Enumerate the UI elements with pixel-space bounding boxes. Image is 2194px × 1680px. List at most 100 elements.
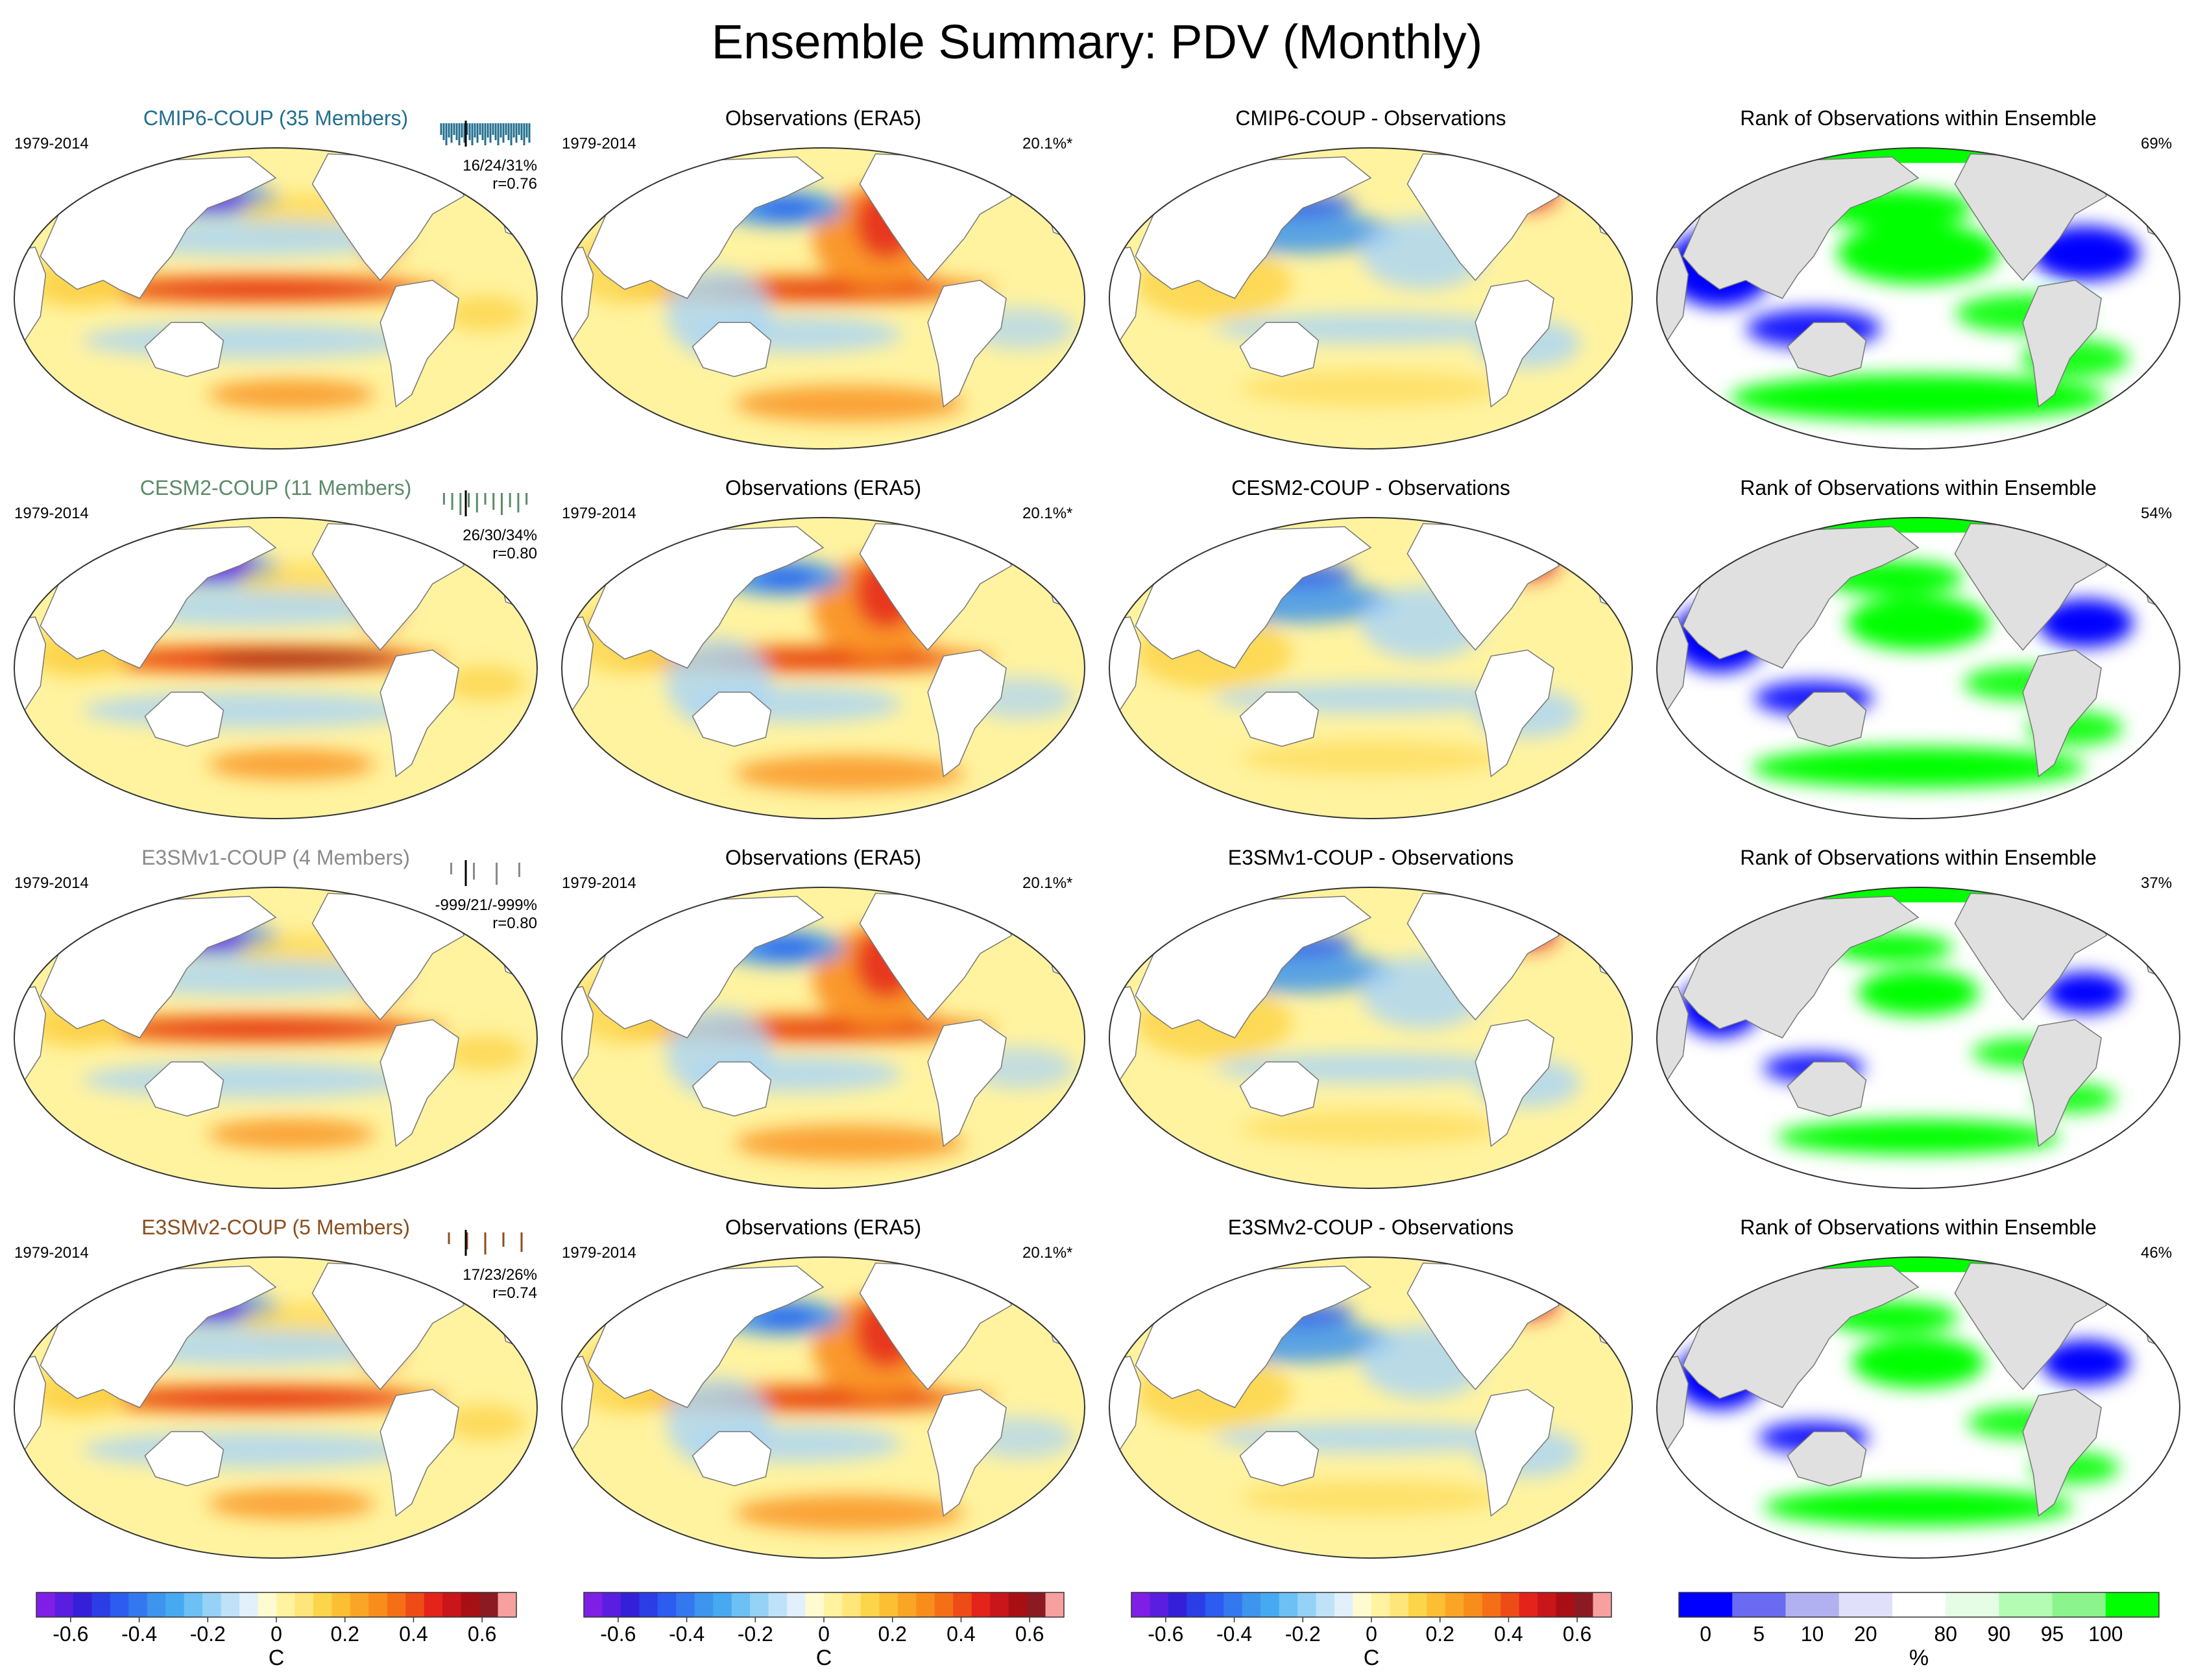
colorbar-swatch [1519,1592,1538,1617]
continent-australia [1787,322,1867,378]
field-blob [208,1119,376,1149]
continent-europe [1047,928,1085,979]
field-blob [119,278,412,300]
colorbar-swatch [202,1592,222,1617]
anomaly-colorbar-label: 0.4 [946,1622,976,1646]
colorbar-swatch [36,1592,55,1617]
continent-samerica [2022,1019,2102,1147]
field-blob [755,568,818,587]
continent-europe [2142,1298,2180,1349]
continent-samerica [2022,280,2102,408]
colorbar-swatch [1371,1592,1390,1617]
member-ticks-1 [440,121,531,147]
land-masses [1657,893,2180,1147]
continent-samerica [2022,649,2102,778]
colorbar-swatch [639,1592,658,1617]
map-border [14,1256,538,1559]
field-blob [1240,740,1502,777]
colorbar-swatch [897,1592,917,1617]
map-border [1656,887,2180,1189]
anomaly-colorbar-unit: C [815,1646,832,1670]
colorbar-swatch [1892,1592,1946,1617]
continent-samerica [1475,280,1554,408]
colorbar-swatch [805,1592,825,1617]
anomaly-colorbar-unit: C [1363,1646,1380,1670]
obs-period-3: 1979-2014 [562,874,636,892]
obs-title-3: Observations (ERA5) [725,846,922,869]
colorbar-swatch [1279,1592,1298,1617]
continent-europe [1047,1298,1085,1349]
diff-title-2: CESM2-COUP - Observations [1231,476,1510,499]
model-stats-3: -999/21/-999% [435,896,537,914]
colorbar-swatch [1999,1592,2053,1617]
continent-europe [2142,189,2180,239]
colorbar-swatch [54,1592,74,1617]
anomaly-colorbar-label: -0.6 [53,1622,89,1646]
continent-samerica [927,1019,1007,1147]
obs-map-2 [561,517,1085,819]
rank-pct-4: 46% [2141,1244,2173,1262]
colorbar-swatch [147,1592,166,1617]
field-blob [734,1494,965,1531]
continent-europe [1047,189,1085,239]
field-blob [208,749,376,780]
figure-title: Ensemble Summary: PDV (Monthly) [711,15,1483,69]
anomaly-colorbar-1 [36,1592,517,1622]
rank-colorbar-label: 0 [1700,1622,1712,1646]
rank-title-3: Rank of Observations within Ensemble [1740,846,2097,869]
continent-samerica [380,280,459,408]
field-blob [755,198,818,217]
diff-title-4: E3SMv2-COUP - Observations [1227,1216,1514,1239]
land-masses [1109,1262,1632,1517]
continent-australia [1239,1061,1320,1117]
model-period-1: 1979-2014 [14,135,89,152]
colorbar-swatch [239,1592,259,1617]
obs-pct-1: 20.1%* [1022,135,1073,152]
colorbar-swatch [479,1592,499,1617]
field-blob [734,1125,965,1162]
colorbar-swatch [1353,1592,1372,1617]
colorbar-swatch [860,1592,880,1617]
continent-europe [1595,1298,1632,1349]
field-blob [755,938,818,957]
colorbar-swatch [295,1592,314,1617]
map-border [14,887,538,1189]
anomaly-colorbar-label: -0.4 [1216,1622,1253,1646]
colorbar-swatch [1679,1592,1733,1617]
anomaly-colorbar-unit: C [268,1646,285,1670]
model-title-1: CMIP6-COUP (35 Members) [143,106,409,130]
obs-title-2: Observations (ERA5) [725,476,922,499]
continent-samerica [380,1019,459,1147]
land-masses [14,153,537,408]
continent-australia [692,691,772,747]
colorbar-swatch [424,1592,443,1617]
colorbar-swatch [620,1592,640,1617]
colorbar-swatch [165,1592,185,1617]
colorbar-swatch [1187,1592,1206,1617]
colorbar-swatch [971,1592,991,1617]
colorbar-swatch [787,1592,806,1617]
continent-australia [1239,691,1320,747]
colorbar-swatch [2052,1592,2106,1617]
continent-samerica [927,280,1007,408]
colorbar-swatch [584,1592,603,1617]
rank-pct-2: 54% [2141,505,2173,522]
anomaly-colorbar-label: 0 [1366,1622,1377,1646]
anomaly-colorbar-label: 0 [271,1622,282,1646]
continent-australia [1787,691,1867,747]
map-border [561,147,1085,450]
model-corr-2: r=0.80 [492,545,537,562]
anomaly-colorbar-label: 0.6 [1562,1622,1592,1646]
model-title-3: E3SMv1-COUP (4 Members) [141,846,410,869]
rank-map-3 [1656,887,2180,1189]
colorbar-swatch [91,1592,111,1617]
colorbar-swatch [934,1592,954,1617]
field-blob [208,1489,376,1519]
rank-title-4: Rank of Observations within Ensemble [1740,1216,2097,1239]
member-ticks-2 [442,490,528,516]
continent-australia [144,691,224,747]
colorbar-swatch [1593,1592,1612,1617]
rank-colorbar-label: 80 [1934,1622,1957,1646]
anomaly-colorbar-label: -0.4 [121,1622,158,1646]
continent-australia [144,1431,224,1487]
